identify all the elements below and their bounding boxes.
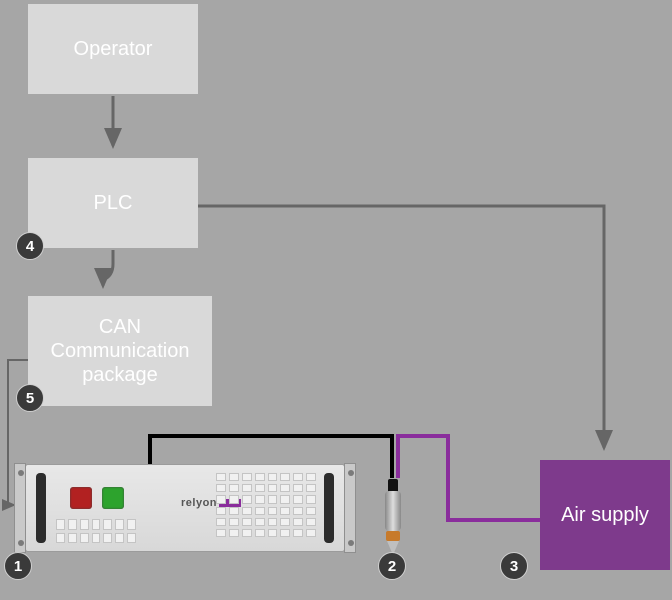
device-button-green [102, 487, 124, 509]
node-operator: Operator [28, 4, 198, 94]
badge-4: 4 [16, 232, 44, 260]
rack-ear-left [14, 463, 26, 553]
rack-ear-right [344, 463, 356, 553]
arrow-plc-air [198, 206, 604, 448]
badge-1: 1 [4, 552, 32, 580]
rack-handle-left [36, 473, 46, 543]
can-label: CAN Communication package [34, 315, 206, 387]
air-label: Air supply [561, 504, 649, 527]
node-air-supply: Air supply [540, 460, 670, 570]
badge-2: 2 [378, 552, 406, 580]
cable-probe-air [398, 436, 540, 520]
node-plc: PLC [28, 158, 198, 248]
rack-handle-right [324, 473, 334, 543]
probe-nozzle [385, 479, 401, 555]
operator-label: Operator [74, 37, 153, 61]
plc-label: PLC [94, 191, 133, 215]
badge-3: 3 [500, 552, 528, 580]
device-button-red [70, 487, 92, 509]
badge-5: 5 [16, 384, 44, 412]
device-vent-grid [216, 473, 316, 537]
device-vent-small [56, 519, 136, 543]
arrow-plc-can [103, 250, 113, 286]
device-rack-unit: relyon [25, 464, 345, 552]
node-can: CAN Communication package [28, 296, 212, 406]
